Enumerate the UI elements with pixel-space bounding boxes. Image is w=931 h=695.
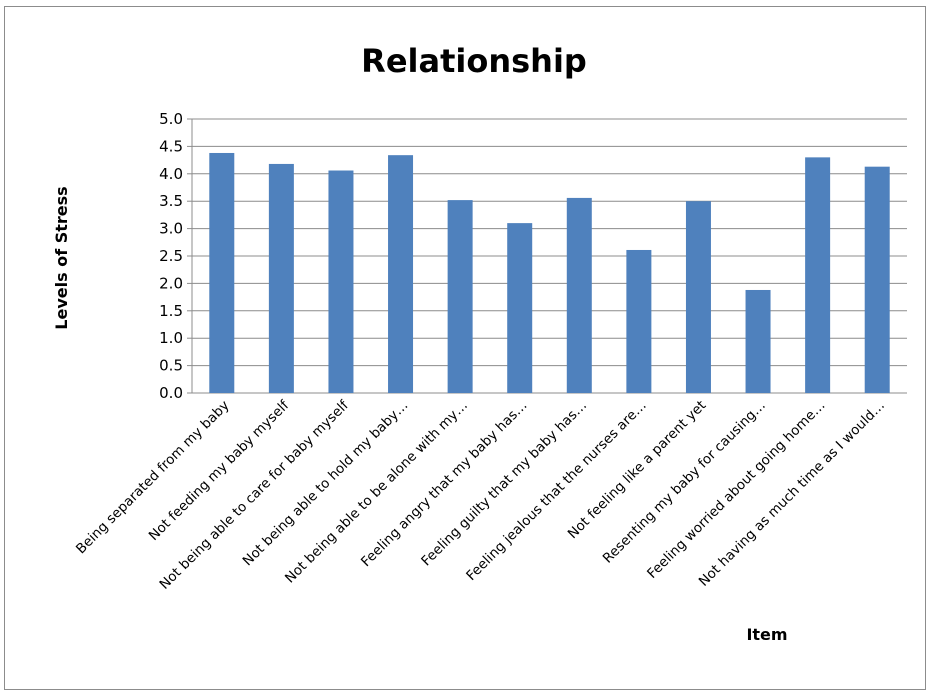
y-axis-title: Levels of Stress (52, 186, 71, 329)
y-tick-label: 2.0 (159, 274, 183, 292)
bar (447, 200, 473, 393)
chart-title: Relationship (361, 42, 587, 80)
y-tick-label: 0.5 (159, 357, 183, 375)
y-tick-label: 1.0 (159, 329, 183, 347)
bar (566, 197, 592, 393)
y-tick-label: 4.5 (159, 137, 183, 155)
bar (626, 249, 652, 393)
y-tick-label: 4.0 (159, 165, 183, 183)
bar (864, 166, 890, 393)
y-tick-label: 2.5 (159, 247, 183, 265)
y-tick-label: 5.0 (159, 110, 183, 128)
bar (209, 152, 235, 393)
bars (209, 152, 890, 393)
gridlines (187, 118, 907, 394)
bar (328, 170, 354, 393)
bar (685, 201, 711, 393)
bar (388, 155, 414, 393)
y-tick-label: 3.0 (159, 220, 183, 238)
bar (745, 289, 771, 393)
bar (507, 223, 533, 393)
bar (805, 157, 831, 393)
y-tick-label: 0.0 (159, 384, 183, 402)
y-tick-label: 1.5 (159, 302, 183, 320)
bar (268, 163, 294, 393)
x-axis-title: Item (746, 625, 787, 644)
y-tick-label: 3.5 (159, 192, 183, 210)
y-tick-labels: 0.0 0.5 1.0 1.5 2.0 2.5 3.0 3.5 4.0 4.5 5.0 (159, 110, 183, 402)
